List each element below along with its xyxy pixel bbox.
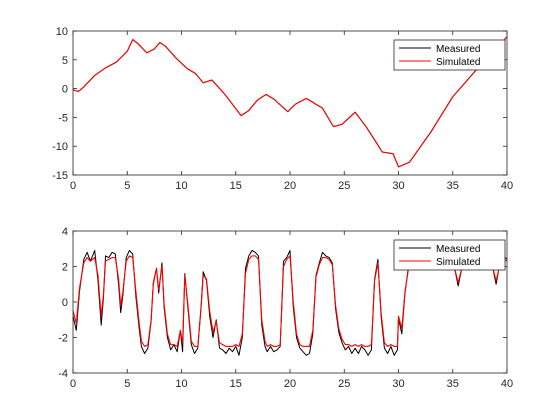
x-tick-label: 0 <box>70 180 76 192</box>
series-line-simulated <box>72 255 508 347</box>
legend-label-measured: Measured <box>436 244 480 255</box>
y-tick-label: -4 <box>58 368 68 380</box>
x-tick-label: 5 <box>124 378 130 390</box>
x-tick-label: 25 <box>338 378 350 390</box>
y-tick-label: 5 <box>62 55 68 67</box>
x-tick-label: 30 <box>392 180 404 192</box>
legend-box <box>393 39 506 71</box>
x-tick-label: 15 <box>230 180 242 192</box>
x-tick-label: 10 <box>175 180 187 192</box>
top-axes: 0 5 10 15 20 25 30 35 40 -15 -10 -5 0 5 10 Measured Simu… <box>52 26 513 192</box>
y-tick-label: -15 <box>52 170 68 182</box>
y-tick-label: -5 <box>58 112 68 124</box>
x-tick-label: 35 <box>447 180 459 192</box>
x-tick-label: 40 <box>501 378 513 390</box>
bottom-axes: 0 5 10 15 20 25 30 35 40 -4 -2 0 2 4 Measured Simulated <box>58 226 513 390</box>
series-line-simulated <box>72 36 508 168</box>
y-tick-label: 0 <box>62 84 68 96</box>
x-tick-label: 30 <box>392 378 404 390</box>
x-tick-label: 40 <box>501 180 513 192</box>
x-tick-label: 20 <box>284 378 296 390</box>
legend-label-simulated: Simulated <box>436 57 480 68</box>
y-tick-label: 4 <box>62 226 68 238</box>
y-tick-label: -2 <box>58 333 68 345</box>
y-tick-label: 2 <box>62 262 68 274</box>
x-tick-label: 15 <box>230 378 242 390</box>
x-tick-label: 10 <box>175 378 187 390</box>
legend: Measured Simulated <box>393 239 506 271</box>
y-tick-label: 0 <box>62 297 68 309</box>
legend-label-simulated: Simulated <box>436 257 480 268</box>
x-tick-label: 25 <box>338 180 350 192</box>
x-tick-label: 20 <box>284 180 296 192</box>
legend-label-measured: Measured <box>436 44 480 55</box>
legend-box <box>393 239 506 271</box>
y-tick-label: -10 <box>52 141 68 153</box>
legend: Measured Simulated <box>393 39 506 71</box>
x-tick-label: 0 <box>70 378 76 390</box>
x-tick-label: 35 <box>447 378 459 390</box>
y-tick-label: 10 <box>56 26 68 38</box>
x-tick-label: 5 <box>124 180 130 192</box>
